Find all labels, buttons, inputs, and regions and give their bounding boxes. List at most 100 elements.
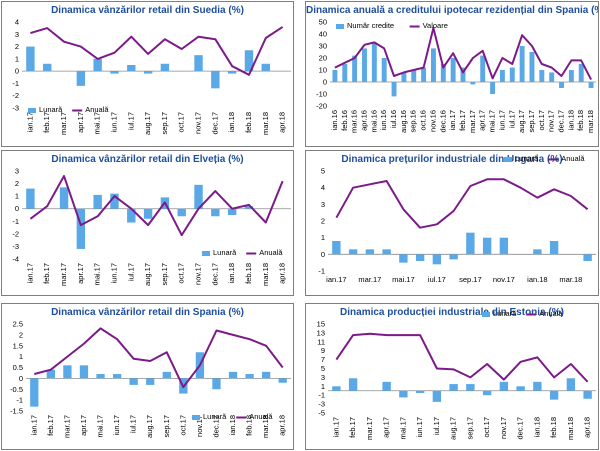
bar <box>466 384 475 391</box>
x-tick-label: nov.17 <box>499 417 508 439</box>
bar <box>227 71 237 74</box>
bar <box>588 82 594 88</box>
bar <box>490 82 496 94</box>
x-tick-label: ian.18 <box>227 112 236 132</box>
bar <box>430 48 436 82</box>
chart-title-estonia-production: Dinamica producției industriale din Esto… <box>340 307 564 318</box>
bar <box>43 63 52 72</box>
legend-label-line: Anuală <box>561 154 585 163</box>
x-tick-label: sep.17 <box>160 112 169 135</box>
x-tick-label: mar.18 <box>586 110 595 133</box>
x-tick-label: oct.17 <box>177 263 186 283</box>
y-tick-label: 40 <box>319 30 327 39</box>
bar <box>244 206 254 209</box>
chart-title-spain-retail: Dinamica vânzărilor retail din Spania (%… <box>51 307 244 318</box>
x-tick-label: apr.17 <box>76 112 85 133</box>
x-tick-label: feb.17 <box>42 263 51 284</box>
bar <box>583 254 592 261</box>
x-tick-label: ian.17 <box>29 415 38 435</box>
bar <box>143 71 153 74</box>
line-series <box>34 327 284 389</box>
y-tick-label: 5 <box>321 364 325 373</box>
x-tick-label: mai.16 <box>369 110 378 133</box>
bar <box>399 390 408 398</box>
x-tick-label: iun.17 <box>415 417 424 437</box>
bar <box>352 55 358 82</box>
y-tick-label: 2 <box>15 42 19 51</box>
x-tick-label: feb.17 <box>458 110 467 131</box>
x-tick-label: ian.17 <box>25 263 34 283</box>
y-tick-label: 15 <box>317 320 325 329</box>
x-tick-label: feb.17 <box>42 112 51 133</box>
legend-label-bar: Lunară <box>493 309 517 318</box>
bar <box>211 71 220 89</box>
x-tick-label: feb.18 <box>245 415 254 436</box>
x-tick-label: mar.17 <box>358 275 381 284</box>
bar <box>332 386 341 391</box>
x-tick-label: iul.17 <box>432 417 441 435</box>
y-tick-label: 4 <box>321 183 325 192</box>
x-tick-label: feb.18 <box>576 110 585 131</box>
x-tick-label: mar.18 <box>261 112 270 135</box>
x-tick-label: aug.17 <box>449 417 458 440</box>
bar <box>76 71 86 86</box>
x-tick-label: iul.17 <box>129 415 138 433</box>
x-tick-label: sep.16 <box>409 110 418 133</box>
bar <box>549 390 559 400</box>
bar <box>26 46 35 72</box>
bar <box>499 237 509 255</box>
bar <box>127 65 136 72</box>
panel-hungary-prices: Dinamica prețurilor industriale din Unga… <box>305 150 599 296</box>
x-tick-label: ian.17 <box>331 417 340 437</box>
bar <box>499 70 505 82</box>
bar <box>568 70 574 82</box>
y-tick-label: 1 <box>15 192 19 201</box>
x-tick-label: mai.17 <box>392 275 415 284</box>
bar <box>519 46 525 82</box>
x-tick-label: mar.17 <box>59 112 68 135</box>
bar <box>449 384 458 391</box>
x-tick-label: nov.17 <box>493 275 515 284</box>
y-tick-label: 1 <box>15 54 19 63</box>
bar <box>79 365 89 379</box>
legend-label-line: Valoare <box>423 21 448 30</box>
bar <box>432 390 442 402</box>
bar <box>244 50 254 72</box>
bar <box>332 70 338 82</box>
y-tick-label: -3 <box>318 400 325 409</box>
x-tick-label: mai.17 <box>93 263 102 286</box>
panel-sweden-retail: Dinamica vânzărilor retail din Suedia (%… <box>1 1 294 147</box>
bar <box>261 63 270 72</box>
x-tick-label: iun.16 <box>379 110 388 130</box>
x-tick-label: mar.18 <box>261 415 270 438</box>
x-tick-label: ian.17 <box>326 275 346 284</box>
legend-label-bar: Număr credite <box>347 21 394 30</box>
y-tick-label: 1 <box>321 382 325 391</box>
bar <box>129 378 138 385</box>
y-tick-label: 11 <box>317 337 325 346</box>
bar <box>59 187 69 209</box>
x-tick-label: oct.16 <box>419 110 428 130</box>
bar <box>549 241 559 255</box>
y-tick-label: 50 <box>319 18 327 27</box>
y-tick-label: 10 <box>319 66 327 75</box>
y-tick-label: 20 <box>319 54 327 63</box>
bar <box>342 64 348 82</box>
y-tick-label: -3 <box>12 242 19 251</box>
bar <box>399 254 408 263</box>
x-tick-label: feb.18 <box>244 112 253 133</box>
x-tick-label: feb.18 <box>549 417 558 438</box>
x-tick-label: feb.16 <box>340 110 349 131</box>
x-tick-label: mai.17 <box>488 110 497 133</box>
y-tick-label: 0 <box>15 204 19 213</box>
x-tick-label: nov.17 <box>194 263 203 285</box>
y-tick-label: 1 <box>19 352 23 361</box>
x-tick-label: aug.17 <box>143 112 152 135</box>
x-tick-label: dec.17 <box>557 110 566 133</box>
x-tick-label: nov.17 <box>547 110 556 132</box>
bar <box>278 378 287 383</box>
legend-swatch-bar <box>504 157 512 162</box>
bar <box>46 369 55 379</box>
x-tick-label: oct.17 <box>482 417 491 437</box>
